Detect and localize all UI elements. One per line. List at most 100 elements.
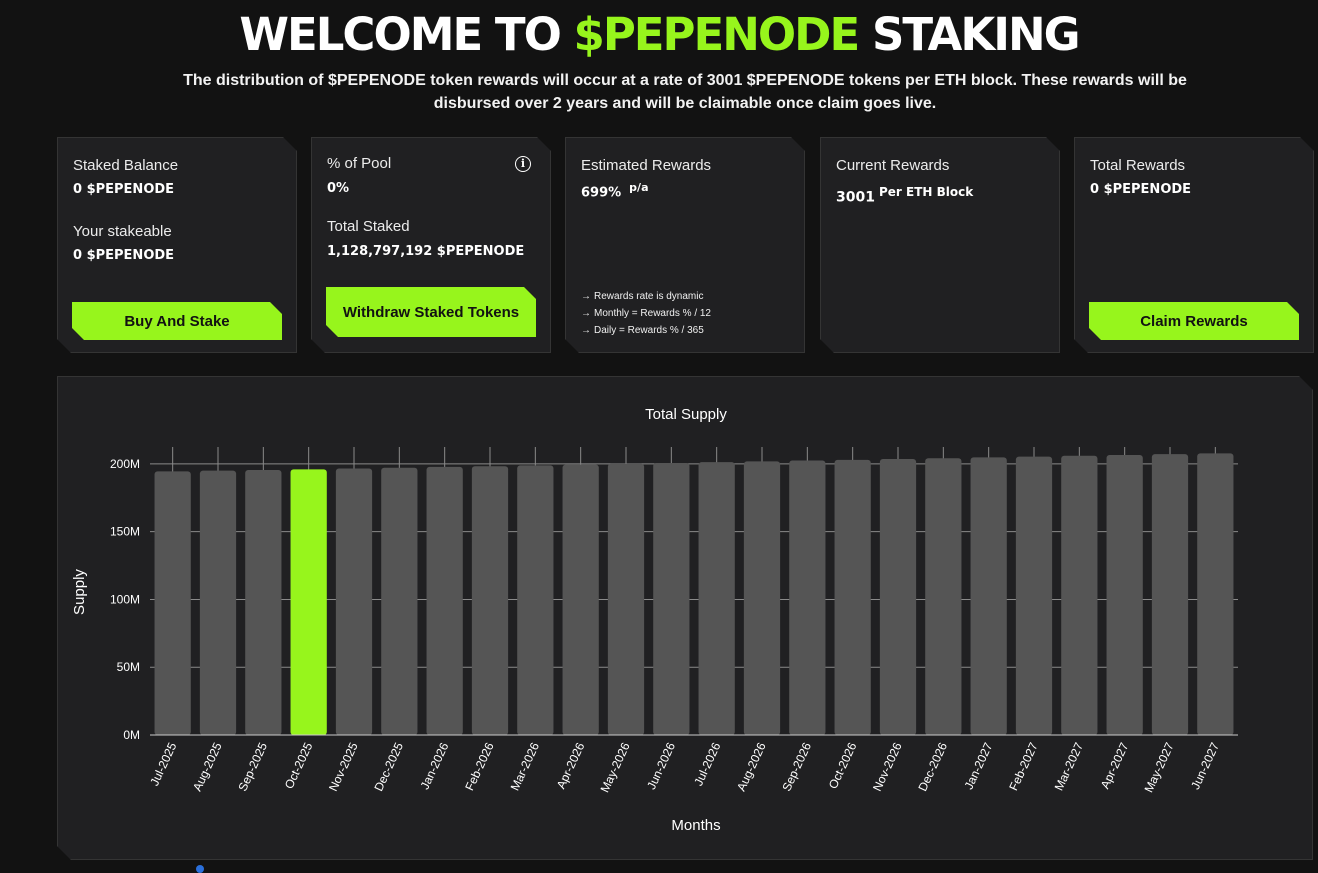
- chart-bar: [835, 460, 871, 735]
- title-suffix: STAKING: [858, 8, 1081, 61]
- x-tick-label: Sep-2026: [779, 740, 814, 793]
- x-tick-label: Dec-2026: [915, 740, 950, 793]
- x-tick-label: Jan-2027: [962, 740, 996, 792]
- chart-bar: [336, 469, 372, 735]
- rewards-note: → Rewards rate is dynamic: [581, 288, 711, 305]
- x-tick-label: Jul-2026: [691, 740, 723, 788]
- x-tick-label: Feb-2026: [462, 740, 497, 793]
- desc-token: $PEPENODE: [327, 72, 426, 89]
- x-tick-label: Dec-2025: [371, 740, 406, 793]
- chart-bar: [155, 471, 191, 735]
- x-tick-label: Feb-2027: [1006, 740, 1041, 793]
- status-dot: [196, 865, 204, 873]
- x-tick-label: Sep-2025: [235, 740, 270, 793]
- y-tick-label: 50M: [117, 660, 140, 674]
- y-axis-label: Supply: [71, 569, 88, 615]
- x-tick-label: Jul-2025: [147, 740, 179, 788]
- title-prefix: WELCOME TO: [239, 8, 574, 61]
- estimated-rewards-percent: 699%: [581, 185, 622, 201]
- title-token: $PEPENODE: [573, 8, 861, 61]
- current-rewards-value: 3001 Per ETH Block: [836, 185, 973, 206]
- rewards-notes: → Rewards rate is dynamic → Monthly = Rewa…: [581, 288, 711, 339]
- staked-balance-label: Staked Balance: [73, 157, 179, 174]
- arrow-right-icon: →: [581, 308, 591, 319]
- stakeable-label: Your stakeable: [73, 223, 172, 240]
- current-rewards-suffix: Per ETH Block: [878, 185, 974, 199]
- x-tick-label: Oct-2026: [826, 740, 860, 791]
- x-tick-label: Jun-2026: [644, 740, 678, 792]
- estimated-rewards-suffix: p/a: [629, 181, 649, 194]
- current-rewards-card: Current Rewards 3001 Per ETH Block: [820, 137, 1060, 353]
- x-tick-label: Jun-2027: [1188, 740, 1222, 792]
- x-tick-label: Mar-2027: [1052, 740, 1087, 793]
- page-description: The distribution of $PEPENODE token rewa…: [180, 69, 1190, 115]
- chart-bar: [971, 457, 1007, 735]
- chart-bar: [699, 462, 735, 735]
- total-staked-label: Total Staked: [327, 218, 410, 235]
- pool-percent-value: 0%: [327, 181, 350, 196]
- chart-canvas: Total Supply 0M 50M 100M 150M 200M Jul-2025 Aug…: [58, 377, 1314, 861]
- total-rewards-card: Total Rewards 0 $PEPENODE Claim Rewards: [1074, 137, 1314, 353]
- x-tick-label: Oct-2025: [282, 740, 316, 791]
- chart-bar: [608, 464, 644, 735]
- chart-bar: [517, 465, 553, 735]
- chart-title: Total Supply: [645, 406, 727, 423]
- x-tick-label: Aug-2025: [190, 740, 225, 793]
- estimated-rewards-label: Estimated Rewards: [581, 157, 712, 174]
- chart-bar: [925, 458, 961, 735]
- chart-bar: [1061, 456, 1097, 735]
- chart-bar: [427, 467, 463, 735]
- x-tick-label: Apr-2026: [554, 740, 588, 791]
- page-title: WELCOME TO $PEPENODE STAKING: [0, 6, 1318, 64]
- total-rewards-label: Total Rewards: [1090, 157, 1186, 174]
- pool-card: % of Pool i 0% Total Staked 1,128,797,19…: [311, 137, 551, 353]
- chart-bar: [1107, 455, 1143, 735]
- info-icon[interactable]: i: [515, 156, 531, 172]
- withdraw-staked-tokens-button[interactable]: Withdraw Staked Tokens: [326, 287, 536, 337]
- pool-percent-label: % of Pool: [327, 155, 392, 172]
- total-rewards-value: 0 $PEPENODE: [1090, 182, 1192, 197]
- x-tick-label: Apr-2027: [1098, 740, 1132, 791]
- desc-part-1: The distribution of: [183, 72, 328, 89]
- total-staked-value: 1,128,797,192 $PEPENODE: [327, 244, 525, 259]
- x-tick-label: May-2026: [597, 740, 632, 795]
- arrow-right-icon: →: [581, 325, 591, 336]
- chart-bar: [381, 468, 417, 735]
- y-tick-label: 150M: [110, 525, 140, 539]
- x-tick-label: Nov-2025: [326, 740, 361, 793]
- chart-bar: [200, 471, 236, 735]
- y-tick-label: 0M: [123, 728, 140, 742]
- stakeable-value: 0 $PEPENODE: [73, 248, 175, 263]
- chart-bar: [245, 470, 281, 735]
- chart-bar: [1152, 454, 1188, 735]
- x-tick-label: Mar-2026: [508, 740, 543, 793]
- desc-part-2: token rewards will occur at a rate of 30…: [425, 72, 1187, 112]
- total-supply-chart: Total Supply 0M 50M 100M 150M 200M Jul-2025 Aug…: [57, 376, 1313, 860]
- rewards-note-text: Monthly = Rewards % / 12: [594, 308, 711, 319]
- x-axis-label: Months: [671, 817, 720, 834]
- chart-bar: [1016, 457, 1052, 735]
- chart-bar: [472, 466, 508, 735]
- chart-bar: [880, 459, 916, 735]
- current-rewards-number: 3001: [836, 189, 875, 206]
- chart-bar: [789, 461, 825, 735]
- x-tick-label: Nov-2026: [870, 740, 905, 793]
- arrow-right-icon: →: [581, 291, 591, 302]
- rewards-note-text: Rewards rate is dynamic: [594, 291, 704, 302]
- rewards-note-text: Daily = Rewards % / 365: [594, 325, 704, 336]
- x-tick-label: Aug-2026: [734, 740, 769, 793]
- staked-balance-card: Staked Balance 0 $PEPENODE Your stakeabl…: [57, 137, 297, 353]
- estimated-rewards-value: 699% p/a: [581, 181, 649, 200]
- y-tick-label: 100M: [110, 592, 140, 606]
- x-tick-label: May-2027: [1141, 740, 1176, 795]
- chart-bar: [653, 463, 689, 735]
- rewards-note: → Daily = Rewards % / 365: [581, 322, 711, 339]
- staked-balance-value: 0 $PEPENODE: [73, 182, 175, 197]
- y-tick-label: 200M: [110, 457, 140, 471]
- estimated-rewards-card: Estimated Rewards 699% p/a → Rewards rate …: [565, 137, 805, 353]
- chart-bar: [1197, 453, 1233, 735]
- claim-rewards-button[interactable]: Claim Rewards: [1089, 302, 1299, 340]
- chart-bar: [291, 469, 327, 735]
- chart-bar: [563, 465, 599, 735]
- buy-and-stake-button[interactable]: Buy And Stake: [72, 302, 282, 340]
